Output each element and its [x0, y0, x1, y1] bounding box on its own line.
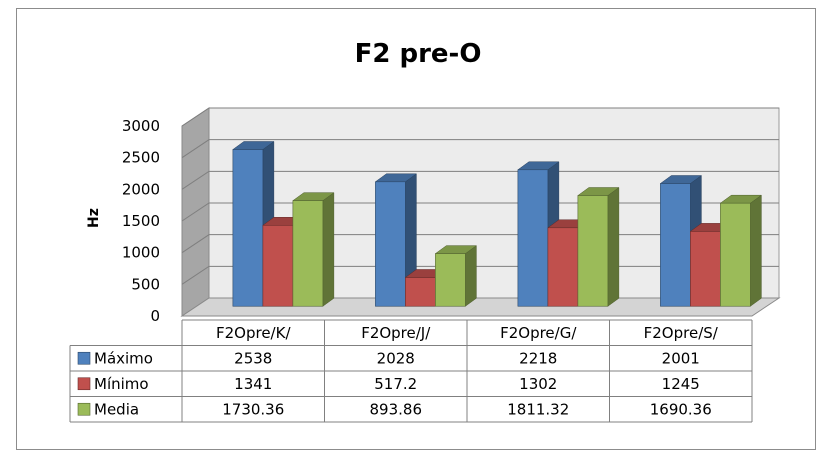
gridline [181, 139, 779, 159]
x-tick-label: F2Opre/S/ [644, 324, 719, 342]
bar-side [750, 194, 762, 307]
legend-label: Mínimo [94, 375, 149, 393]
legend-swatch [77, 351, 91, 365]
bar [720, 202, 751, 307]
bar [375, 181, 406, 307]
data-label: 1811.32 [507, 400, 569, 418]
bar [517, 169, 549, 307]
x-tick-label: F2Opre/J/ [361, 324, 431, 342]
y-tick-label: 2000 [122, 180, 160, 198]
legend-swatch [77, 402, 91, 416]
bar [262, 225, 294, 307]
y-tick-label: 2500 [122, 149, 160, 167]
data-label: 1245 [662, 375, 700, 393]
bar [232, 149, 264, 307]
legend-label: Máximo [94, 349, 153, 367]
bar-side [322, 192, 335, 307]
data-label: 517.2 [374, 375, 417, 393]
bar-side [465, 245, 477, 307]
bar [405, 277, 436, 307]
data-label: 893.86 [370, 400, 423, 418]
data-label: 1690.36 [650, 400, 712, 418]
data-label: 2001 [662, 349, 700, 367]
floor [180, 297, 781, 317]
legend-label: Media [94, 400, 139, 418]
x-tick-label: F2Opre/K/ [216, 324, 291, 342]
chart-title: F2 pre-O [355, 39, 482, 69]
bar [660, 183, 691, 307]
data-label: 1730.36 [222, 400, 284, 418]
bar [435, 253, 466, 307]
y-tick-label: 0 [150, 307, 160, 325]
gridline [181, 170, 779, 190]
bar [547, 227, 579, 307]
data-label: 2028 [377, 349, 415, 367]
data-label: 1302 [519, 375, 557, 393]
x-tick-label: F2Opre/G/ [500, 324, 577, 342]
gridline [181, 107, 779, 127]
y-tick-label: 1500 [122, 212, 160, 230]
y-tick-label: 3000 [122, 117, 160, 135]
bar [690, 231, 721, 307]
data-label: 2538 [234, 349, 272, 367]
bar-side [607, 187, 620, 307]
bar [577, 195, 609, 307]
legend-swatch [77, 377, 91, 391]
data-label: 1341 [234, 375, 272, 393]
data-label: 2218 [519, 349, 557, 367]
y-tick-label: 1000 [122, 244, 160, 262]
y-tick-label: 500 [131, 275, 160, 293]
y-axis-label: Hz [86, 208, 102, 228]
bar [292, 200, 324, 307]
